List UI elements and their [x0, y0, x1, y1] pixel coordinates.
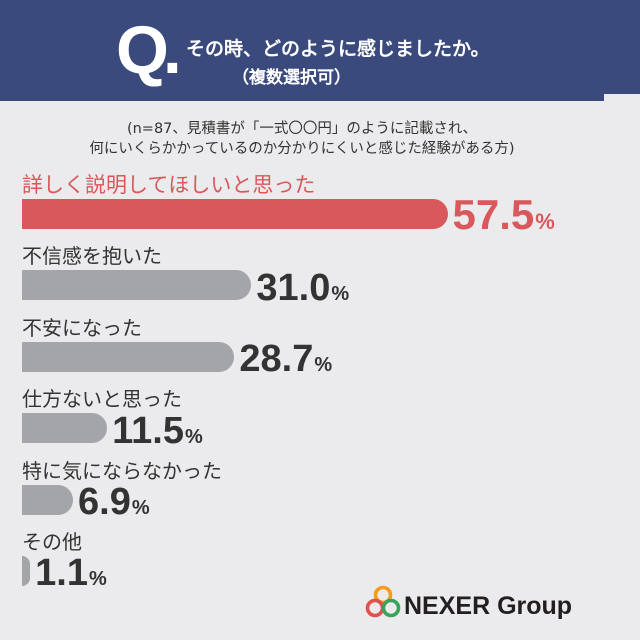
percent-sign-other: %: [88, 568, 107, 591]
company-logo: NEXER Group: [364, 585, 594, 623]
chart-row-thought-it-unavoidable: 仕方ないと思った 11.5%: [0, 387, 640, 450]
multiple-choice-note: （複数選択可）: [232, 68, 351, 88]
value-number-want-detailed-explanation: 57.5: [452, 190, 535, 238]
respondent-note: (n=87、見積書が「一式〇〇円」のように記載され、 何にいくらかかっているのか…: [0, 119, 604, 159]
value-label-did-not-mind: 6.9%: [78, 483, 150, 521]
value-label-felt-distrust: 31.0%: [256, 269, 349, 307]
chart-row-did-not-mind: 特に気にならなかった 6.9%: [0, 459, 640, 521]
category-label-felt-distrust: 不信感を抱いた: [22, 244, 162, 269]
value-label-felt-anxious: 28.7%: [239, 340, 332, 378]
respondent-note-line-2: 何にいくらかかっているのか分かりにくいと感じた経験がある方): [89, 141, 515, 157]
percent-sign-felt-anxious: %: [314, 354, 333, 377]
question-header: Q. その時、どのように感じましたか。 （複数選択可）: [0, 0, 640, 101]
value-label-thought-it-unavoidable: 11.5%: [112, 412, 203, 450]
orange-ring: [373, 585, 393, 605]
value-label-want-detailed-explanation: 57.5%: [452, 190, 555, 238]
horizontal-bar-chart: 詳しく説明してほしいと思った 57.5% 不信感を抱いた 31.0% 不安になった 28.…: [0, 165, 640, 595]
category-label-did-not-mind: 特に気にならなかった: [22, 458, 222, 483]
bar-felt-anxious: [22, 341, 235, 372]
category-label-other: その他: [22, 530, 82, 554]
respondent-note-line-1: (n=87、見積書が「一式〇〇円」のように記載され、: [126, 121, 478, 137]
percent-sign-did-not-mind: %: [131, 496, 150, 519]
q-mark: Q.: [116, 12, 182, 88]
percent-sign-thought-it-unavoidable: %: [184, 425, 203, 448]
nexer-rings-icon: [365, 585, 401, 618]
bar-other: [22, 556, 31, 586]
value-label-other: 1.1%: [35, 554, 107, 592]
value-number-did-not-mind: 6.9: [78, 480, 131, 523]
red-ring: [365, 598, 385, 618]
bar-did-not-mind: [22, 484, 74, 515]
chart-row-want-detailed-explanation: 詳しく説明してほしいと思った 57.5%: [0, 173, 640, 235]
percent-sign-want-detailed-explanation: %: [535, 208, 555, 234]
logo-wordmark: NEXER Group: [404, 592, 573, 620]
value-number-felt-distrust: 31.0: [256, 266, 331, 309]
value-number-thought-it-unavoidable: 11.5: [112, 409, 184, 452]
header-notch: [604, 94, 640, 101]
category-label-thought-it-unavoidable: 仕方ないと思った: [22, 387, 182, 412]
chart-row-other: その他 1.1%: [0, 530, 640, 592]
value-number-felt-anxious: 28.7: [239, 338, 314, 381]
category-label-felt-anxious: 不安になった: [22, 315, 142, 340]
chart-row-felt-anxious: 不安になった 28.7%: [0, 316, 640, 378]
category-label-want-detailed-explanation: 詳しく説明してほしいと思った: [22, 173, 316, 197]
green-ring: [381, 598, 401, 618]
question-text: その時、どのように感じましたか。: [186, 38, 490, 60]
chart-row-felt-distrust: 不信感を抱いた 31.0%: [0, 244, 640, 307]
bar-felt-distrust: [22, 270, 252, 301]
bar-want-detailed-explanation: [22, 199, 448, 229]
percent-sign-felt-distrust: %: [331, 282, 350, 305]
bar-thought-it-unavoidable: [22, 413, 108, 444]
value-number-other: 1.1: [35, 552, 88, 595]
